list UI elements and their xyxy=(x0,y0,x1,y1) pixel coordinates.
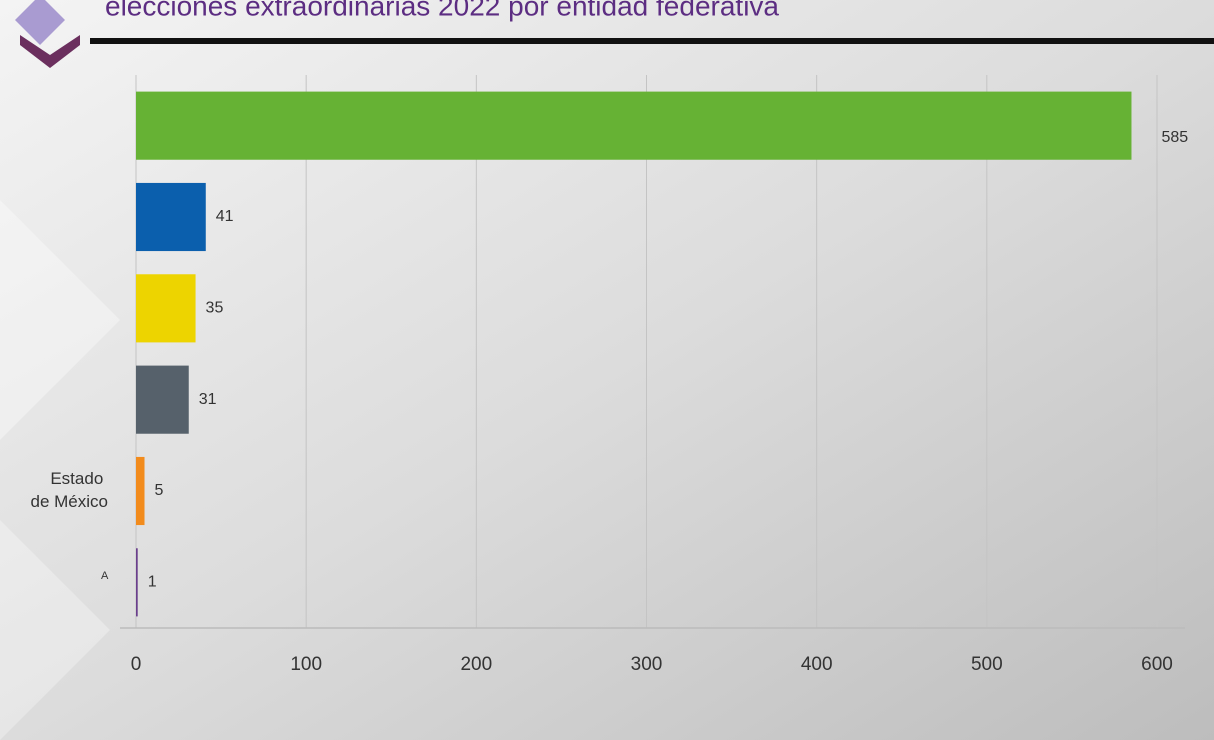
value-label: 31 xyxy=(199,391,217,408)
superscript: A xyxy=(101,570,109,582)
chart-title: elecciones extraordinarias 2022 por enti… xyxy=(105,0,779,21)
value-label: 1 xyxy=(148,574,157,591)
x-tick-label: 300 xyxy=(631,654,663,675)
value-label: 585 xyxy=(1161,129,1188,146)
x-tick-label: 500 xyxy=(971,654,1003,675)
bar xyxy=(136,183,206,251)
bar xyxy=(136,92,1131,160)
chart: elecciones extraordinarias 2022 por enti… xyxy=(0,0,1214,740)
x-tick-label: 0 xyxy=(131,654,142,675)
title-rule xyxy=(90,38,1214,44)
value-label: 35 xyxy=(206,300,224,317)
x-tick-label: 100 xyxy=(290,654,322,675)
value-label: 41 xyxy=(216,208,234,225)
bar xyxy=(136,457,145,525)
bar xyxy=(136,274,196,342)
x-tick-label: 200 xyxy=(460,654,492,675)
bar xyxy=(136,366,189,434)
x-tick-label: 400 xyxy=(801,654,833,675)
x-tick-label: 600 xyxy=(1141,654,1173,675)
label-line: de México xyxy=(31,492,108,511)
value-label: 5 xyxy=(155,482,164,499)
bar xyxy=(136,548,138,616)
label-line: Estado xyxy=(50,469,108,488)
